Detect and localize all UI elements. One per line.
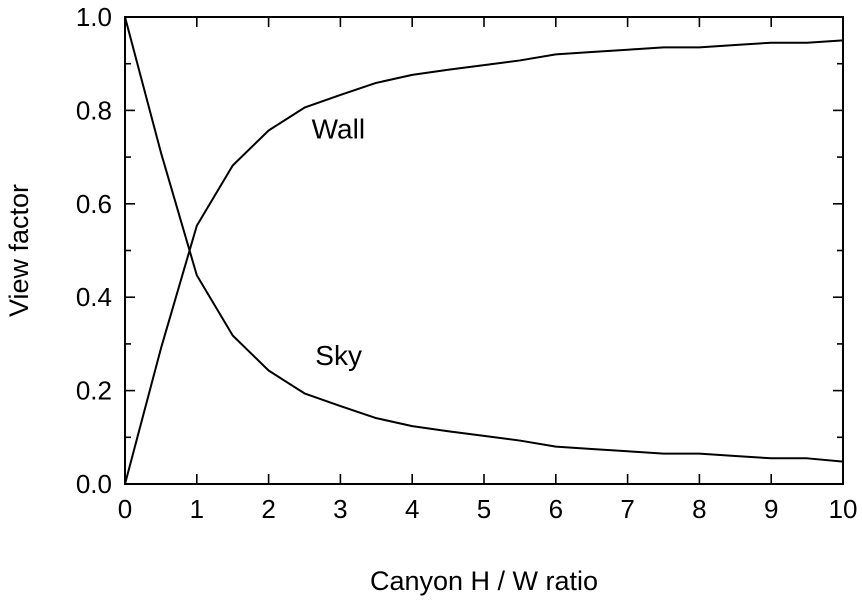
series-layer: [124, 16, 844, 485]
y-tick-label: 0.2: [76, 376, 112, 406]
y-tick-label: 0.6: [76, 189, 112, 219]
series-label-wall: Wall: [312, 113, 365, 144]
y-tick-label: 0.0: [76, 469, 112, 499]
x-tick-label: 6: [549, 494, 563, 524]
x-tick-label: 10: [829, 494, 858, 524]
plot-frame: [124, 16, 844, 485]
series-label-sky: Sky: [315, 340, 362, 371]
y-tick-label: 1.0: [76, 2, 112, 32]
y-tick-labels: 0.0 0.2 0.4 0.6 0.8 1.0: [76, 2, 112, 499]
x-tick-label: 2: [261, 494, 275, 524]
ticks-layer: [124, 16, 844, 485]
annotation-layer: Wall Sky: [312, 113, 365, 370]
x-tick-label: 3: [333, 494, 347, 524]
y-axis-title: View factor: [4, 184, 34, 317]
y-tick-label: 0.4: [76, 282, 112, 312]
x-tick-label: 8: [692, 494, 706, 524]
x-tick-label: 0: [118, 494, 132, 524]
y-tick-label: 0.8: [76, 95, 112, 125]
x-tick-label: 5: [477, 494, 491, 524]
series-line-sky: [124, 16, 844, 463]
x-tick-label: 9: [764, 494, 778, 524]
x-tick-label: 7: [620, 494, 634, 524]
x-axis-title: Canyon H / W ratio: [370, 566, 598, 596]
x-tick-label: 4: [405, 494, 419, 524]
x-tick-labels: 0 1 2 3 4 5 6 7 8 9 10: [118, 494, 858, 524]
x-tick-label: 1: [190, 494, 204, 524]
series-line-wall: [124, 39, 844, 485]
